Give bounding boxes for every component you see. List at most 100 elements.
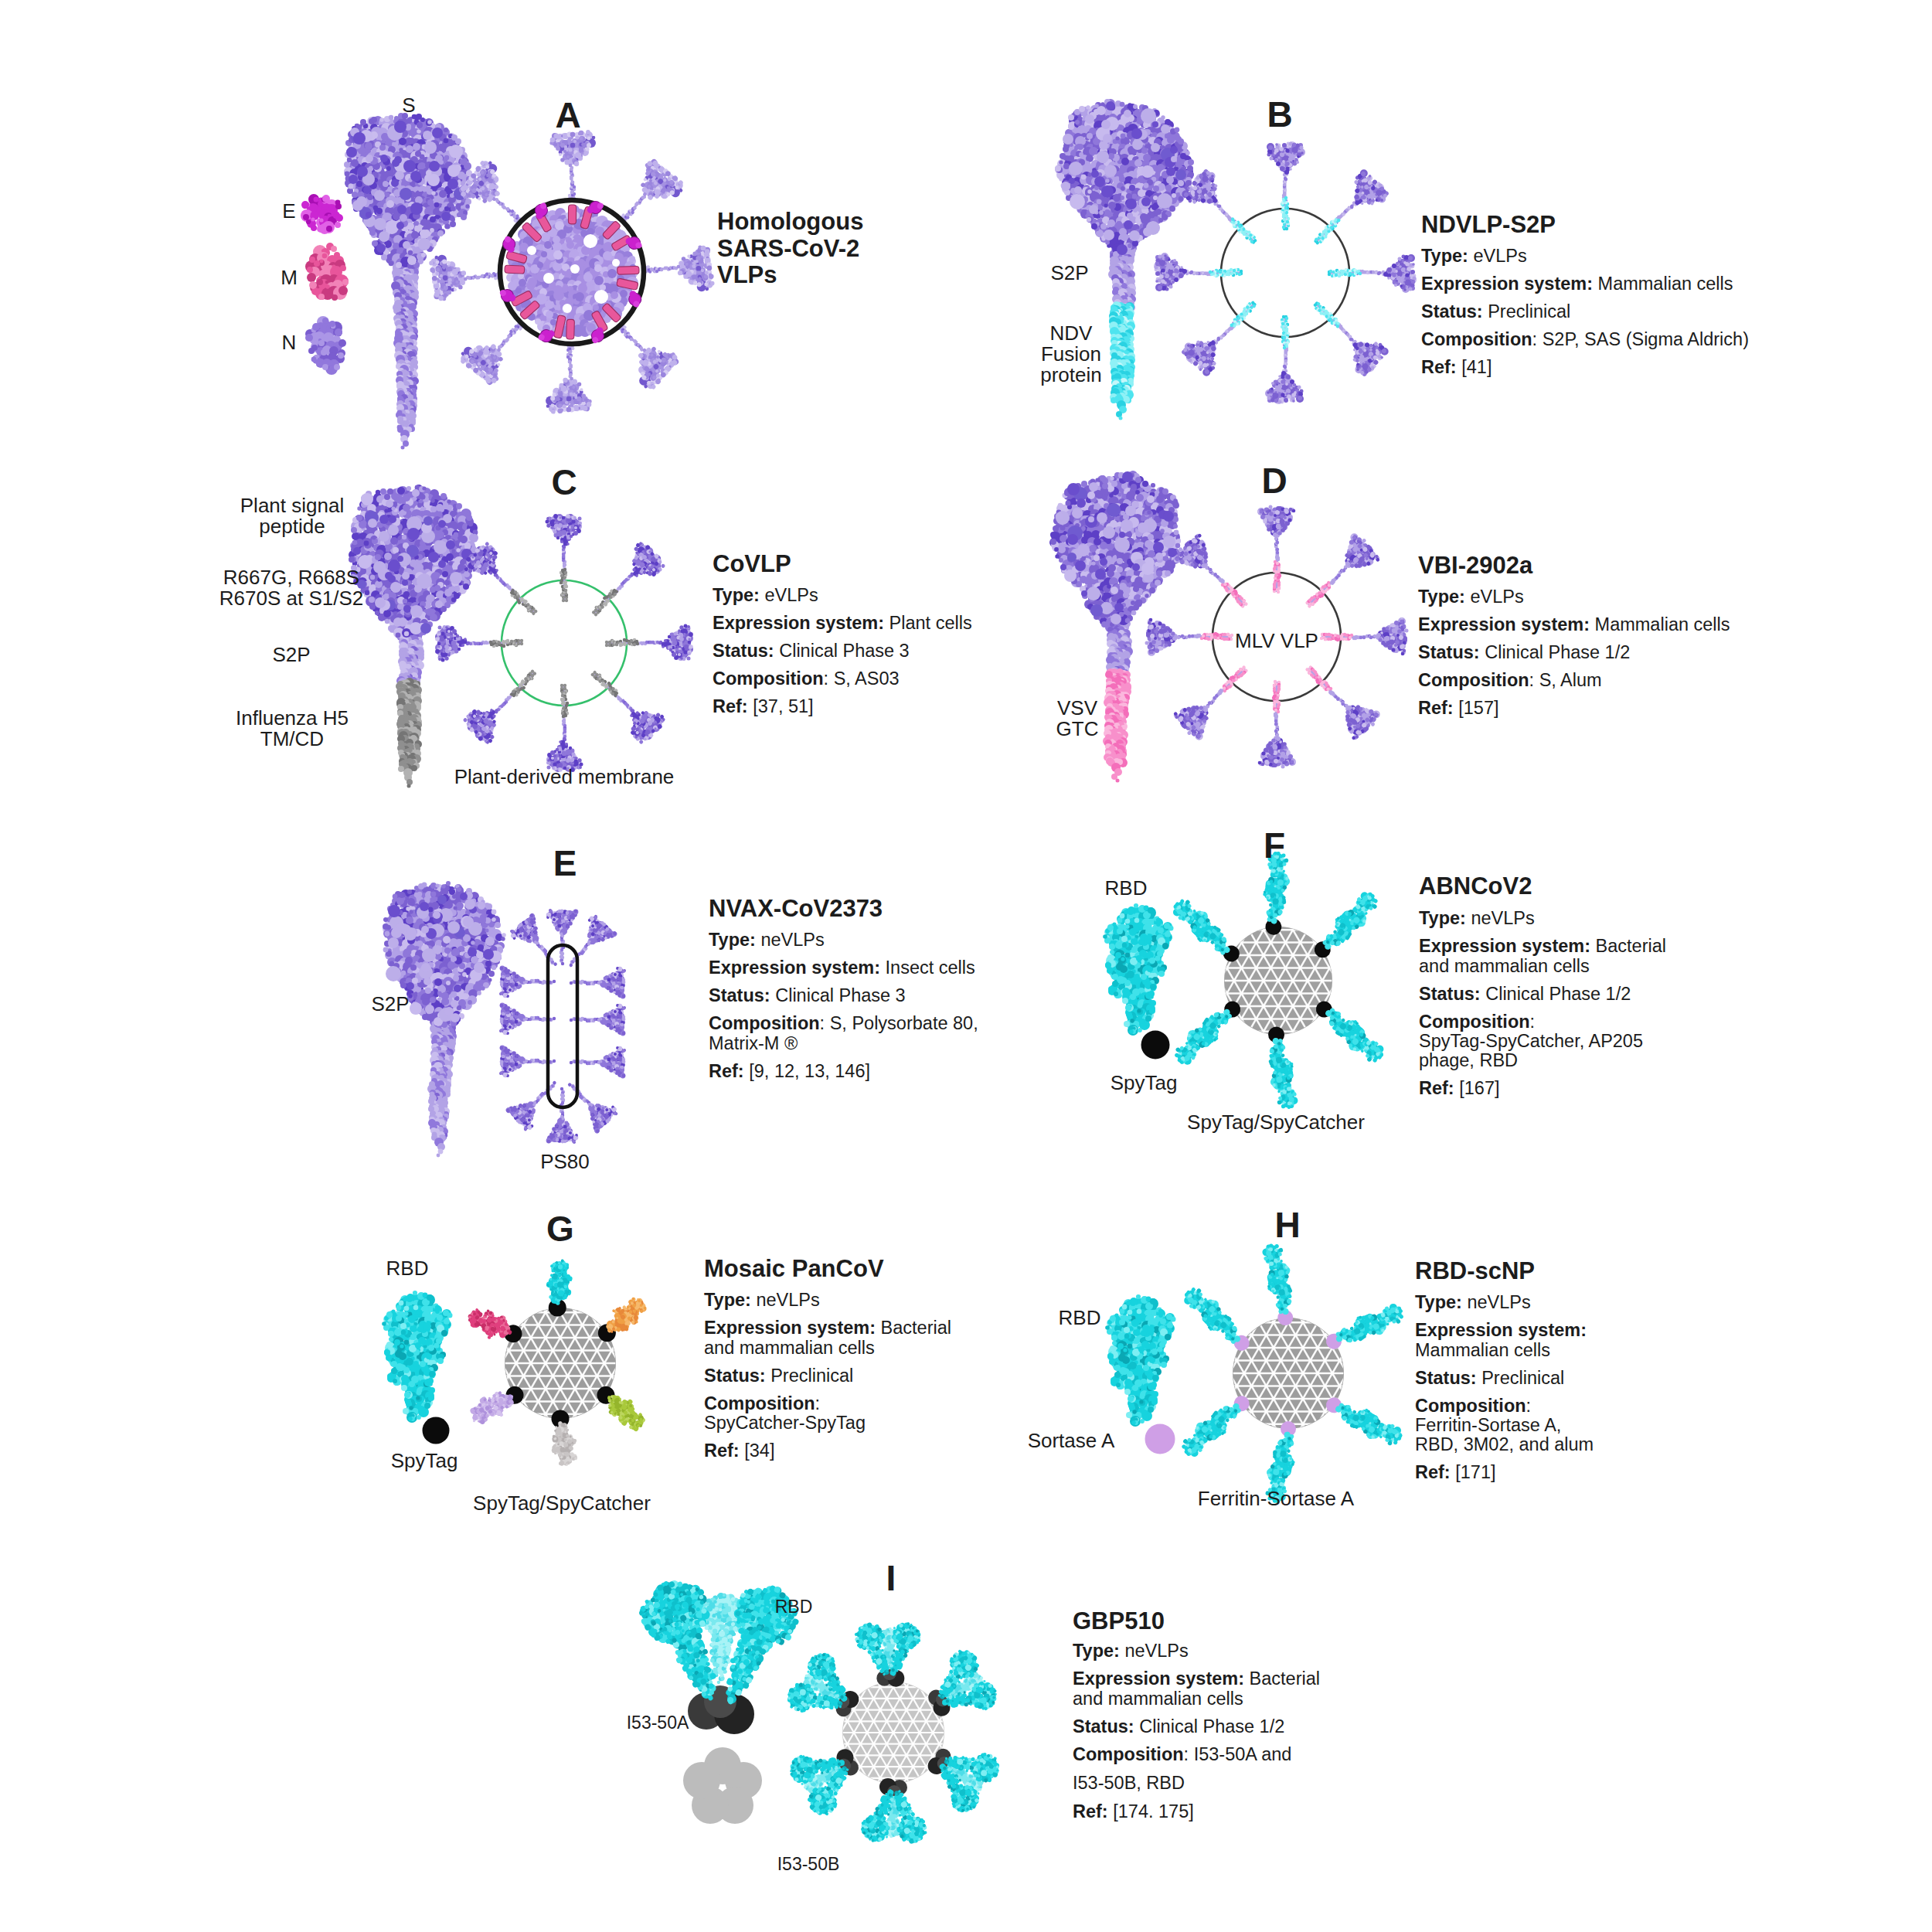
svg-text:Plant signal: Plant signal <box>240 494 344 517</box>
svg-text:Type: neVLPs: Type: neVLPs <box>709 930 825 950</box>
svg-text:Ref: [34]: Ref: [34] <box>704 1440 774 1461</box>
svg-text:R667G, R668S: R667G, R668S <box>223 566 359 589</box>
svg-text:and mammalian cells: and mammalian cells <box>1419 956 1590 976</box>
svg-text:VSV: VSV <box>1057 696 1098 719</box>
svg-text:Status: Clinical Phase 3: Status: Clinical Phase 3 <box>709 985 906 1005</box>
svg-text:PS80: PS80 <box>540 1150 590 1173</box>
svg-text:NVAX-CoV2373: NVAX-CoV2373 <box>709 895 883 922</box>
svg-text:Composition:: Composition: <box>704 1393 820 1413</box>
svg-text:Status: Preclinical: Status: Preclinical <box>1415 1368 1564 1388</box>
svg-text:Expression system: Plant cells: Expression system: Plant cells <box>713 613 972 633</box>
svg-text:Expression system: Bacterial: Expression system: Bacterial <box>1073 1668 1320 1689</box>
svg-text:Ferritin-Sortase A,: Ferritin-Sortase A, <box>1415 1415 1561 1435</box>
svg-text:Mosaic PanCoV: Mosaic PanCoV <box>704 1255 884 1282</box>
svg-text:Composition: S2P, SAS (Sigma A: Composition: S2P, SAS (Sigma Aldrich) <box>1421 329 1749 349</box>
svg-text:G: G <box>546 1209 574 1249</box>
svg-text:Ref: [9, 12, 13, 146]: Ref: [9, 12, 13, 146] <box>709 1061 870 1081</box>
svg-text:H: H <box>1274 1205 1300 1245</box>
svg-text:Status: Clinical Phase 1/2: Status: Clinical Phase 1/2 <box>1418 642 1630 662</box>
svg-text:SpyTag/SpyCatcher: SpyTag/SpyCatcher <box>473 1492 651 1515</box>
svg-text:Composition: S, Polysorbate 80: Composition: S, Polysorbate 80, <box>709 1013 978 1033</box>
svg-text:E: E <box>553 843 577 883</box>
svg-text:Sortase A: Sortase A <box>1028 1429 1115 1452</box>
svg-text:D: D <box>1261 461 1287 501</box>
svg-text:Type: neVLPs: Type: neVLPs <box>704 1290 820 1310</box>
svg-text:RBD, 3M02, and alum: RBD, 3M02, and alum <box>1415 1434 1594 1454</box>
svg-text:Type: eVLPs: Type: eVLPs <box>1418 587 1524 607</box>
svg-text:and mammalian cells: and mammalian cells <box>704 1338 875 1358</box>
svg-text:I53-50A: I53-50A <box>627 1713 689 1733</box>
svg-text:Composition:: Composition: <box>1415 1396 1531 1416</box>
svg-text:RBD: RBD <box>775 1597 813 1617</box>
svg-text:RBD: RBD <box>1105 876 1148 900</box>
svg-text:Status: Clinical Phase 3: Status: Clinical Phase 3 <box>713 641 910 661</box>
svg-text:ABNCoV2: ABNCoV2 <box>1419 872 1532 900</box>
svg-text:Influenza H5: Influenza H5 <box>236 706 349 730</box>
svg-text:Expression system: Mammalian c: Expression system: Mammalian cells <box>1418 614 1730 634</box>
svg-text:Matrix-M ®: Matrix-M ® <box>709 1033 798 1053</box>
svg-text:peptide: peptide <box>259 515 325 538</box>
svg-text:GTC: GTC <box>1056 717 1099 740</box>
svg-text:M: M <box>281 266 298 289</box>
svg-text:Type: neVLPs: Type: neVLPs <box>1073 1641 1189 1661</box>
svg-text:RBD-scNP: RBD-scNP <box>1415 1257 1535 1284</box>
svg-text:N: N <box>282 331 297 354</box>
svg-text:RBD: RBD <box>1059 1306 1101 1329</box>
svg-text:Type: eVLPs: Type: eVLPs <box>1421 246 1527 266</box>
svg-text:NDV: NDV <box>1050 321 1094 345</box>
svg-text:Ferritin-Sortase A: Ferritin-Sortase A <box>1198 1487 1355 1510</box>
svg-text:I53-50B, RBD: I53-50B, RBD <box>1073 1773 1185 1793</box>
svg-text:E: E <box>282 199 295 223</box>
svg-text:CoVLP: CoVLP <box>713 550 791 577</box>
svg-text:C: C <box>551 462 577 502</box>
svg-text:and mammalian cells: and mammalian cells <box>1073 1689 1243 1709</box>
svg-text:F: F <box>1264 825 1285 866</box>
svg-text:RBD: RBD <box>386 1257 429 1280</box>
svg-text:Ref: [174. 175]: Ref: [174. 175] <box>1073 1801 1194 1821</box>
svg-text:Composition: S, Alum: Composition: S, Alum <box>1418 670 1602 690</box>
svg-text:Composition:: Composition: <box>1419 1012 1535 1032</box>
svg-text:Type: neVLPs: Type: neVLPs <box>1415 1292 1531 1312</box>
svg-text:I: I <box>886 1558 896 1598</box>
svg-text:phage, RBD: phage, RBD <box>1419 1050 1518 1070</box>
svg-text:Fusion: Fusion <box>1041 342 1101 366</box>
svg-text:S2P: S2P <box>272 643 310 666</box>
svg-text:Status: Clinical Phase 1/2: Status: Clinical Phase 1/2 <box>1073 1716 1284 1736</box>
svg-text:Expression system: Insect cell: Expression system: Insect cells <box>709 957 975 978</box>
svg-text:Expression system: Bacterial: Expression system: Bacterial <box>1419 936 1666 956</box>
svg-text:Mammalian cells: Mammalian cells <box>1415 1340 1550 1360</box>
svg-text:Status: Clinical Phase 1/2: Status: Clinical Phase 1/2 <box>1419 984 1631 1004</box>
svg-text:MLV VLP: MLV VLP <box>1235 629 1318 652</box>
svg-text:Ref: [171]: Ref: [171] <box>1415 1462 1496 1482</box>
svg-text:SpyTag/SpyCatcher: SpyTag/SpyCatcher <box>1187 1111 1365 1134</box>
svg-text:SpyTag: SpyTag <box>1111 1071 1178 1094</box>
svg-text:Composition: I53-50A and: Composition: I53-50A and <box>1073 1744 1291 1764</box>
svg-text:S2P: S2P <box>1050 261 1088 284</box>
svg-text:GBP510: GBP510 <box>1073 1607 1165 1634</box>
svg-text:Composition: S, AS03: Composition: S, AS03 <box>713 668 900 689</box>
svg-text:Ref: [37, 51]: Ref: [37, 51] <box>713 696 814 716</box>
svg-text:Plant-derived membrane: Plant-derived membrane <box>454 765 675 788</box>
svg-text:S2P: S2P <box>371 992 409 1015</box>
svg-text:Ref: [157]: Ref: [157] <box>1418 698 1499 718</box>
svg-text:TM/CD: TM/CD <box>260 727 324 750</box>
svg-text:Status: Preclinical: Status: Preclinical <box>704 1366 853 1386</box>
svg-text:protein: protein <box>1040 363 1102 386</box>
svg-text:Type: neVLPs: Type: neVLPs <box>1419 908 1535 928</box>
svg-text:Expression system: Bacterial: Expression system: Bacterial <box>704 1318 951 1338</box>
svg-text:Ref: [41]: Ref: [41] <box>1421 357 1492 377</box>
svg-text:SpyTag-SpyCatcher, AP205: SpyTag-SpyCatcher, AP205 <box>1419 1031 1643 1051</box>
svg-text:Ref: [167]: Ref: [167] <box>1419 1078 1500 1098</box>
svg-text:Type: eVLPs: Type: eVLPs <box>713 585 818 605</box>
svg-text:Expression system: Mammalian c: Expression system: Mammalian cells <box>1421 274 1733 294</box>
svg-text:SpyTag: SpyTag <box>391 1449 458 1472</box>
svg-text:Expression system:: Expression system: <box>1415 1320 1587 1340</box>
svg-text:R670S at S1/S2: R670S at S1/S2 <box>219 587 363 610</box>
svg-text:Status: Preclinical: Status: Preclinical <box>1421 301 1570 321</box>
svg-text:NDVLP-S2P: NDVLP-S2P <box>1421 211 1556 238</box>
svg-text:VBI-2902a: VBI-2902a <box>1418 552 1533 579</box>
svg-text:B: B <box>1267 94 1292 134</box>
svg-text:I53-50B: I53-50B <box>777 1854 840 1874</box>
svg-text:SpyCatcher-SpyTag: SpyCatcher-SpyTag <box>704 1413 866 1433</box>
svg-text:A: A <box>555 95 580 135</box>
